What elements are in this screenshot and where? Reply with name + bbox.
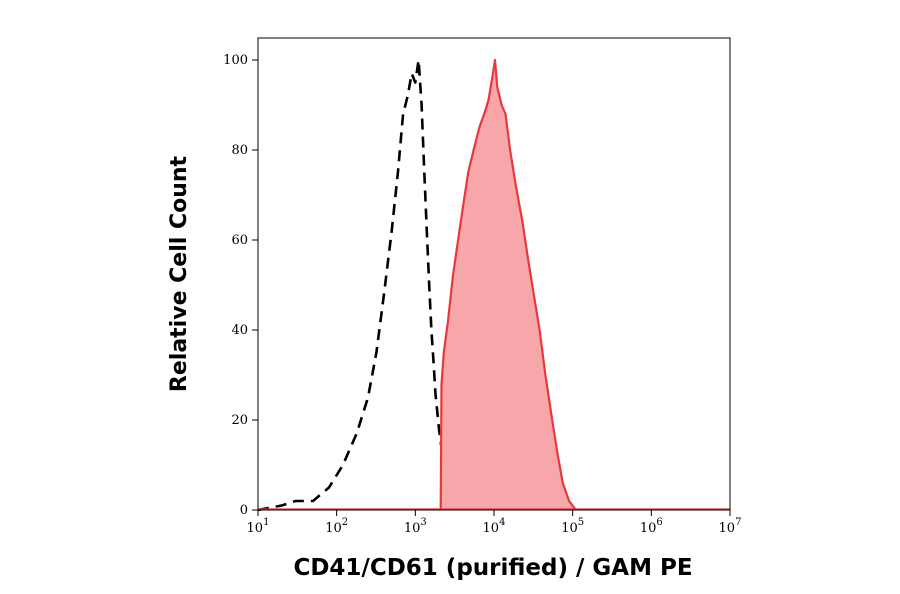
y-tick-label-20: 20 (231, 413, 248, 428)
x-tick-label-3: 103 (404, 517, 427, 536)
x-tick-label-6: 106 (640, 517, 663, 536)
x-tick-label-7: 107 (719, 517, 742, 536)
series-1-area (440, 60, 576, 510)
y-tick-label-80: 80 (231, 143, 248, 158)
series-0-line (257, 58, 460, 512)
x-tick-label-5: 105 (561, 517, 584, 536)
axis-ticks: 0 20 40 60 80 100 101 102 103 104 105 106 107 (223, 53, 741, 536)
x-tick-label-1: 101 (247, 517, 270, 536)
x-tick-label-2: 102 (325, 517, 348, 536)
y-tick-label-100: 100 (223, 53, 248, 68)
x-tick-label-4: 104 (483, 517, 506, 536)
y-axis-title: Relative Cell Count (167, 155, 192, 392)
series-1-line (439, 58, 577, 511)
y-tick-label-60: 60 (231, 233, 248, 248)
x-axis-title: CD41/CD61 (purified) / GAM PE (293, 555, 692, 581)
y-tick-label-40: 40 (231, 323, 248, 338)
plot-area (257, 58, 730, 512)
y-tick-label-0: 0 (240, 503, 248, 518)
